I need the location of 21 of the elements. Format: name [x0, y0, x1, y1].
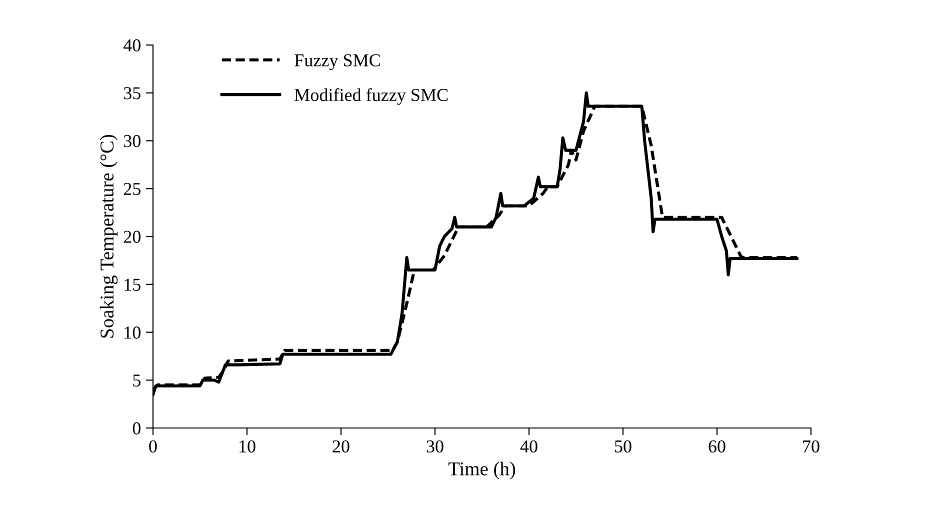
x-tick-label: 70	[803, 440, 820, 453]
y-tick-label: 35	[124, 87, 140, 100]
x-tick-label: 20	[332, 440, 350, 453]
y-axis-title: Soaking Temperature (°C)	[100, 134, 118, 338]
x-axis-title: Time (h)	[448, 462, 516, 480]
y-tick-label: 20	[124, 230, 141, 243]
x-tick-label: 50	[615, 440, 632, 453]
y-tick-label: 30	[124, 135, 141, 148]
x-tick-label: 0	[149, 440, 157, 453]
x-tick-label: 40	[520, 440, 538, 453]
x-tick-label: 10	[240, 440, 256, 453]
legend-label: Modified fuzzy SMC	[294, 88, 448, 105]
y-tick-label: 5	[133, 374, 140, 387]
y-tick-label: 15	[124, 278, 140, 291]
y-tick-label: 40	[123, 39, 141, 52]
x-tick-label: 30	[426, 440, 444, 453]
y-tick-label: 0	[132, 422, 141, 434]
y-tick-label: 10	[124, 326, 141, 339]
legend-label: Fuzzy SMC	[294, 54, 380, 70]
y-tick-label: 25	[124, 182, 140, 196]
x-tick-label: 60	[708, 440, 726, 453]
